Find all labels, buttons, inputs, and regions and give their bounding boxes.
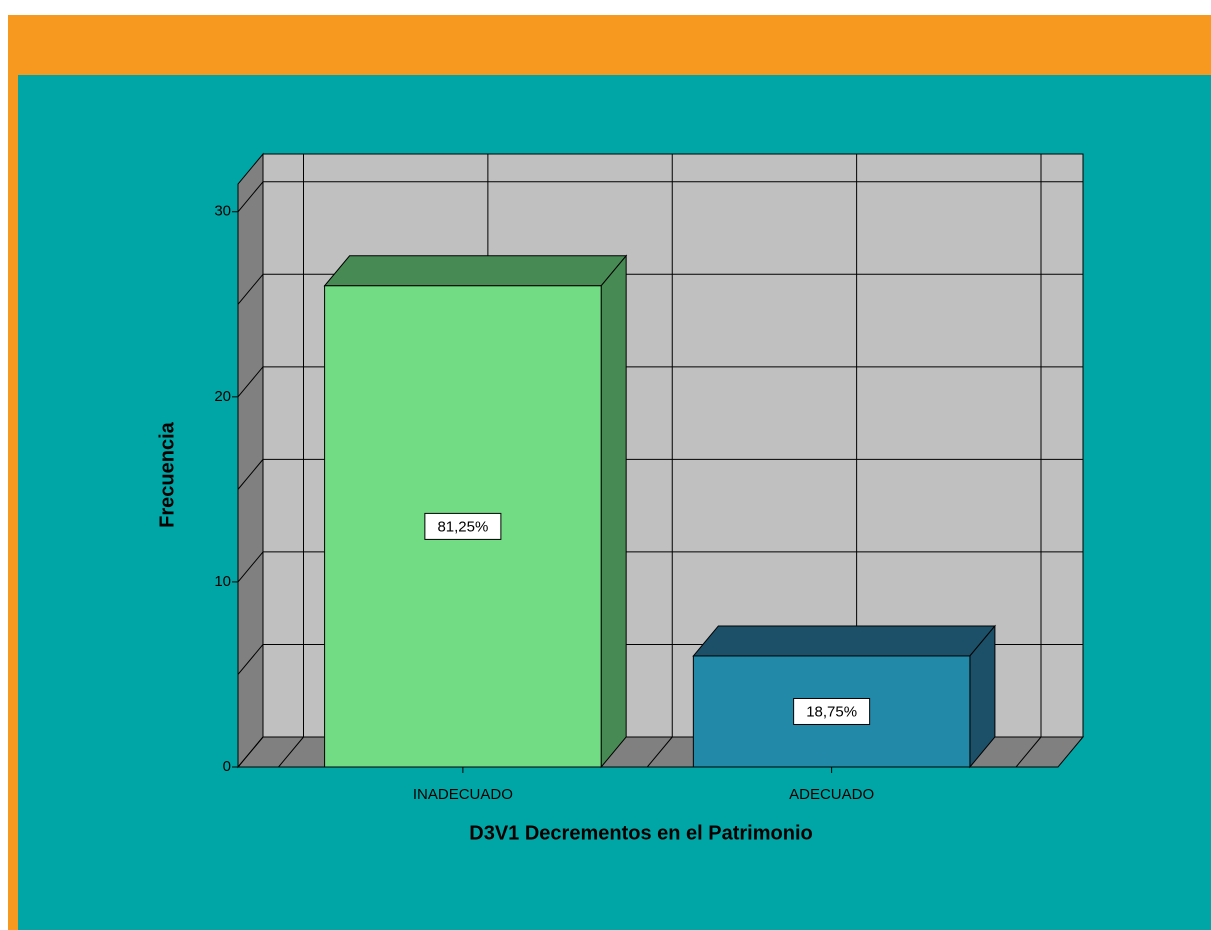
data-label: 18,75% [806, 703, 857, 720]
y-tick-label: 30 [214, 203, 231, 220]
floor-line [646, 736, 673, 768]
data-label: 81,25% [437, 518, 488, 535]
bar-top [323, 255, 628, 287]
wall-grid-line [237, 273, 264, 305]
x-tick-label: INADECUADO [413, 786, 513, 803]
y-axis-title: Frecuencia [156, 421, 178, 527]
wall-grid-line [237, 181, 264, 213]
y-tick-label: 0 [223, 758, 231, 775]
floor-line [1015, 736, 1042, 768]
wall-grid-line [237, 736, 264, 768]
y-tick-label: 20 [214, 388, 231, 405]
wall-grid-line [237, 459, 264, 490]
data-label-box [793, 697, 871, 725]
x-axis-title: D3V1 Decrementos en el Patrimonio [469, 822, 812, 844]
left-wall [237, 152, 264, 769]
y-tick-label: 10 [214, 573, 231, 590]
wall-grid-line [237, 551, 264, 583]
bar-side [600, 254, 627, 769]
wall-grid-line [237, 366, 264, 398]
wall-grid-line [237, 644, 264, 675]
data-label-box [424, 512, 502, 540]
bar-top [692, 625, 996, 657]
x-tick-label: ADECUADO [789, 786, 874, 803]
floor-line [278, 736, 304, 768]
